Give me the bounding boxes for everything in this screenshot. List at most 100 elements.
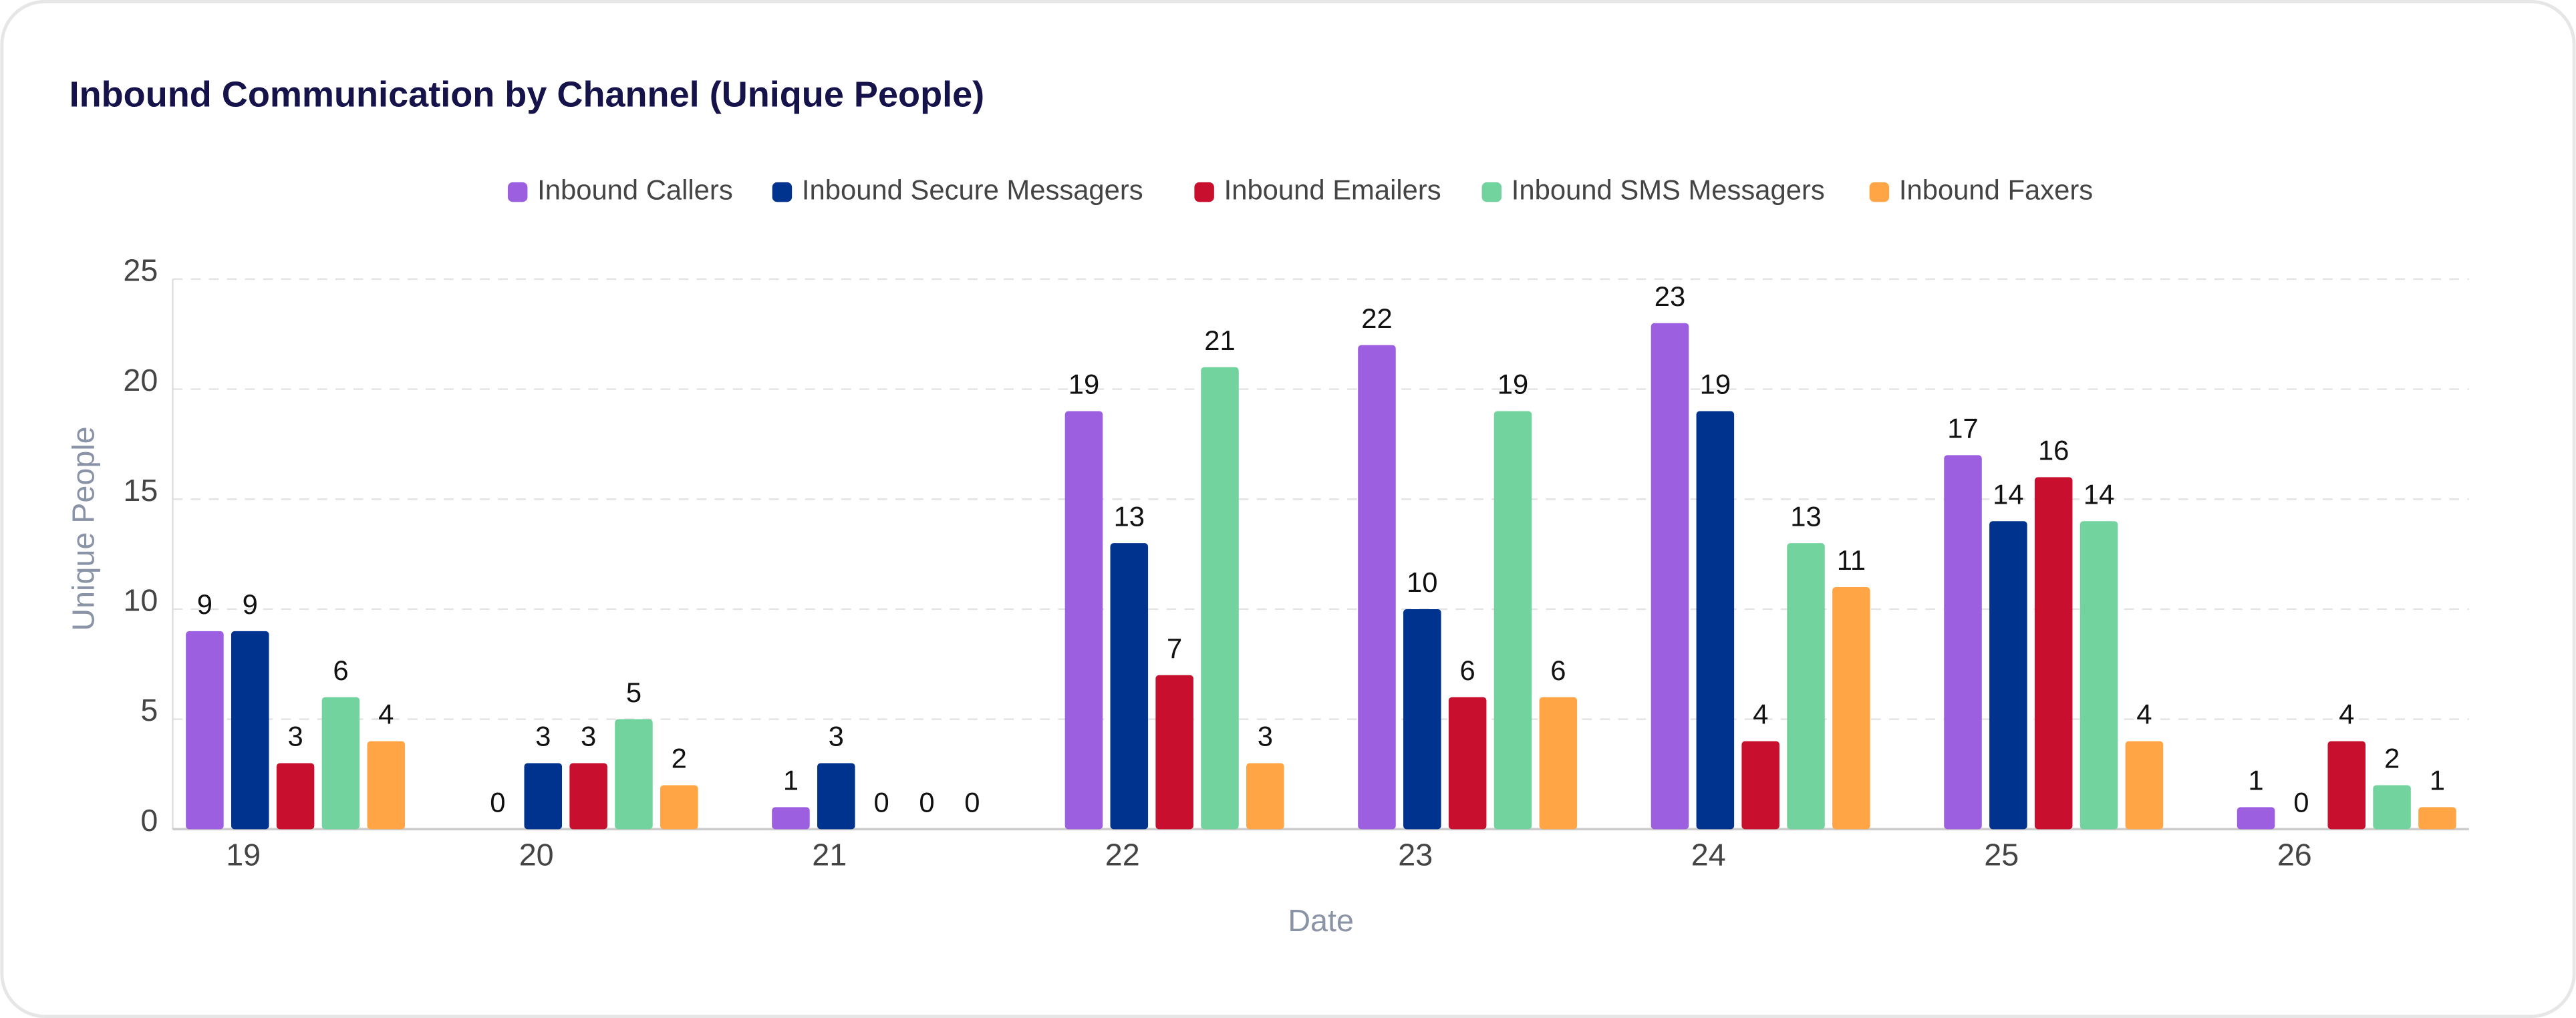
bar	[1110, 543, 1149, 830]
bar	[231, 631, 269, 830]
value-label: 6	[333, 655, 348, 686]
bar	[1651, 323, 1689, 830]
value-label: 9	[197, 588, 212, 620]
value-label: 4	[378, 699, 394, 730]
bar	[817, 763, 855, 830]
bar	[569, 763, 607, 830]
y-tick-label: 0	[140, 803, 158, 838]
value-label: 13	[1114, 500, 1145, 532]
bar	[615, 719, 653, 830]
x-tick-label: 26	[2277, 837, 2312, 872]
bar	[276, 763, 315, 830]
value-label: 13	[1790, 500, 1821, 532]
value-label: 6	[1550, 655, 1566, 686]
chart-title: Inbound Communication by Channel (Unique…	[69, 74, 985, 114]
bar	[772, 807, 810, 830]
value-label: 3	[535, 721, 551, 752]
bar	[1155, 675, 1193, 830]
bar	[2327, 741, 2366, 830]
x-tick-label: 25	[1984, 837, 2019, 872]
bar	[1493, 411, 1532, 830]
x-tick-label: 22	[1105, 837, 1140, 872]
y-axis-title: Unique People	[66, 426, 101, 631]
value-label: 14	[2084, 478, 2114, 510]
value-label: 4	[2339, 699, 2354, 730]
legend-swatch	[1481, 182, 1502, 202]
bar	[1064, 411, 1103, 830]
x-tick-label: 20	[519, 837, 554, 872]
legend-swatch	[1869, 182, 1890, 202]
value-label: 0	[919, 786, 934, 818]
value-label: 2	[672, 743, 687, 774]
legend-label: Inbound Callers	[537, 174, 733, 206]
value-label: 0	[490, 786, 505, 818]
value-label: 21	[1204, 325, 1235, 356]
bar	[1787, 543, 1825, 830]
x-tick-label: 19	[226, 837, 261, 872]
value-label: 19	[1068, 369, 1099, 400]
y-tick-label: 15	[123, 473, 158, 508]
value-label: 10	[1407, 566, 1437, 598]
value-label: 3	[581, 721, 596, 752]
value-label: 3	[829, 721, 844, 752]
value-label: 0	[2293, 786, 2309, 818]
value-label: 23	[1655, 281, 1685, 312]
value-label: 16	[2038, 434, 2069, 466]
bar	[2418, 807, 2456, 830]
value-label: 17	[1947, 413, 1978, 444]
value-label: 3	[287, 721, 303, 752]
x-tick-label: 23	[1398, 837, 1433, 872]
bar	[1832, 587, 1870, 830]
bar	[2034, 477, 2073, 830]
bar	[1741, 741, 1779, 830]
value-label: 11	[1837, 544, 1866, 576]
value-label: 2	[2384, 743, 2400, 774]
bar	[1358, 345, 1396, 830]
bar	[1201, 367, 1239, 830]
legend-label: Inbound Emailers	[1224, 174, 1441, 206]
bar	[1448, 697, 1487, 830]
bar	[1944, 455, 1982, 830]
value-label: 1	[2248, 765, 2263, 796]
bar	[1403, 609, 1441, 830]
x-tick-label: 21	[812, 837, 847, 872]
bar	[1246, 763, 1284, 830]
bar	[186, 631, 224, 830]
bar	[2125, 741, 2164, 830]
y-tick-label: 20	[123, 363, 158, 397]
value-label: 9	[243, 588, 258, 620]
value-label: 1	[783, 765, 799, 796]
value-label: 3	[1258, 721, 1273, 752]
value-label: 7	[1167, 633, 1182, 664]
value-label: 5	[626, 677, 641, 708]
bar	[660, 785, 698, 830]
legend-swatch	[772, 182, 793, 202]
y-tick-label: 25	[123, 252, 158, 287]
value-label: 6	[1460, 655, 1475, 686]
bar	[1989, 521, 2027, 830]
legend-swatch	[507, 182, 528, 202]
legend-label: Inbound Secure Messagers	[802, 174, 1143, 206]
legend-swatch	[1194, 182, 1214, 202]
value-label: 19	[1497, 369, 1528, 400]
legend-label: Inbound Faxers	[1899, 174, 2093, 206]
value-label: 22	[1361, 303, 1392, 334]
bar	[1696, 411, 1735, 830]
bar	[2237, 807, 2275, 830]
y-tick-label: 5	[140, 693, 158, 727]
value-label: 19	[1700, 369, 1731, 400]
bar	[524, 763, 563, 830]
bar	[1539, 697, 1578, 830]
legend-label: Inbound SMS Messagers	[1512, 174, 1825, 206]
bar	[2080, 521, 2118, 830]
x-axis-title: Date	[1288, 903, 1354, 938]
value-label: 4	[1753, 699, 1768, 730]
value-label: 0	[964, 786, 980, 818]
value-label: 0	[874, 786, 889, 818]
bar	[321, 697, 360, 830]
value-label: 4	[2136, 699, 2152, 730]
bar	[2373, 785, 2411, 830]
